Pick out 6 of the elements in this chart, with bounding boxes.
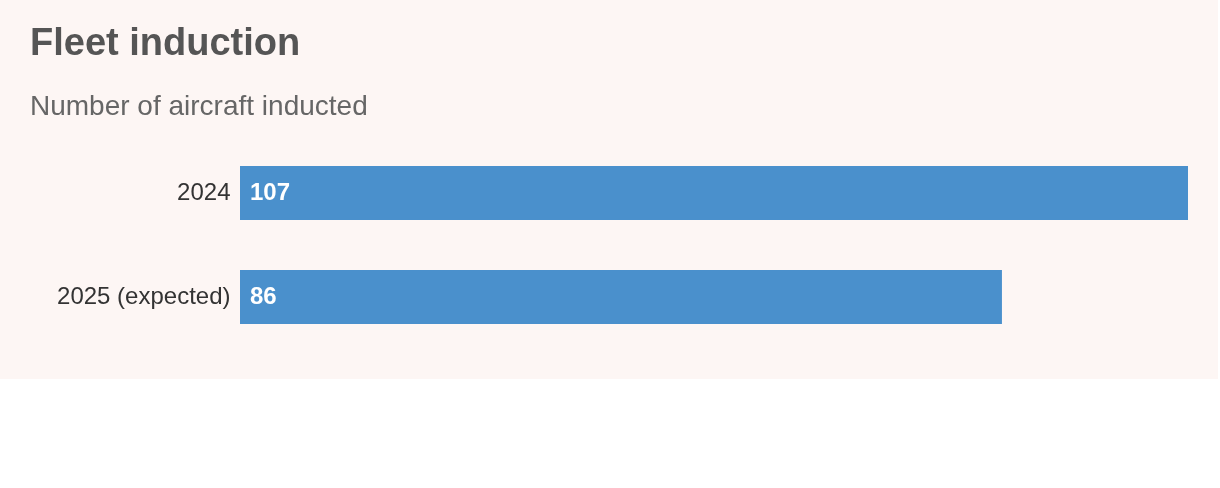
y-tick-label: 2024 bbox=[177, 178, 231, 205]
data-label: 86 bbox=[250, 282, 277, 309]
data-label: 107 bbox=[250, 178, 291, 205]
y-tick-label: 2025 (expected) bbox=[57, 282, 231, 309]
chart-title: Fleet induction bbox=[30, 21, 301, 63]
chart-subtitle: Number of aircraft inducted bbox=[30, 90, 368, 121]
